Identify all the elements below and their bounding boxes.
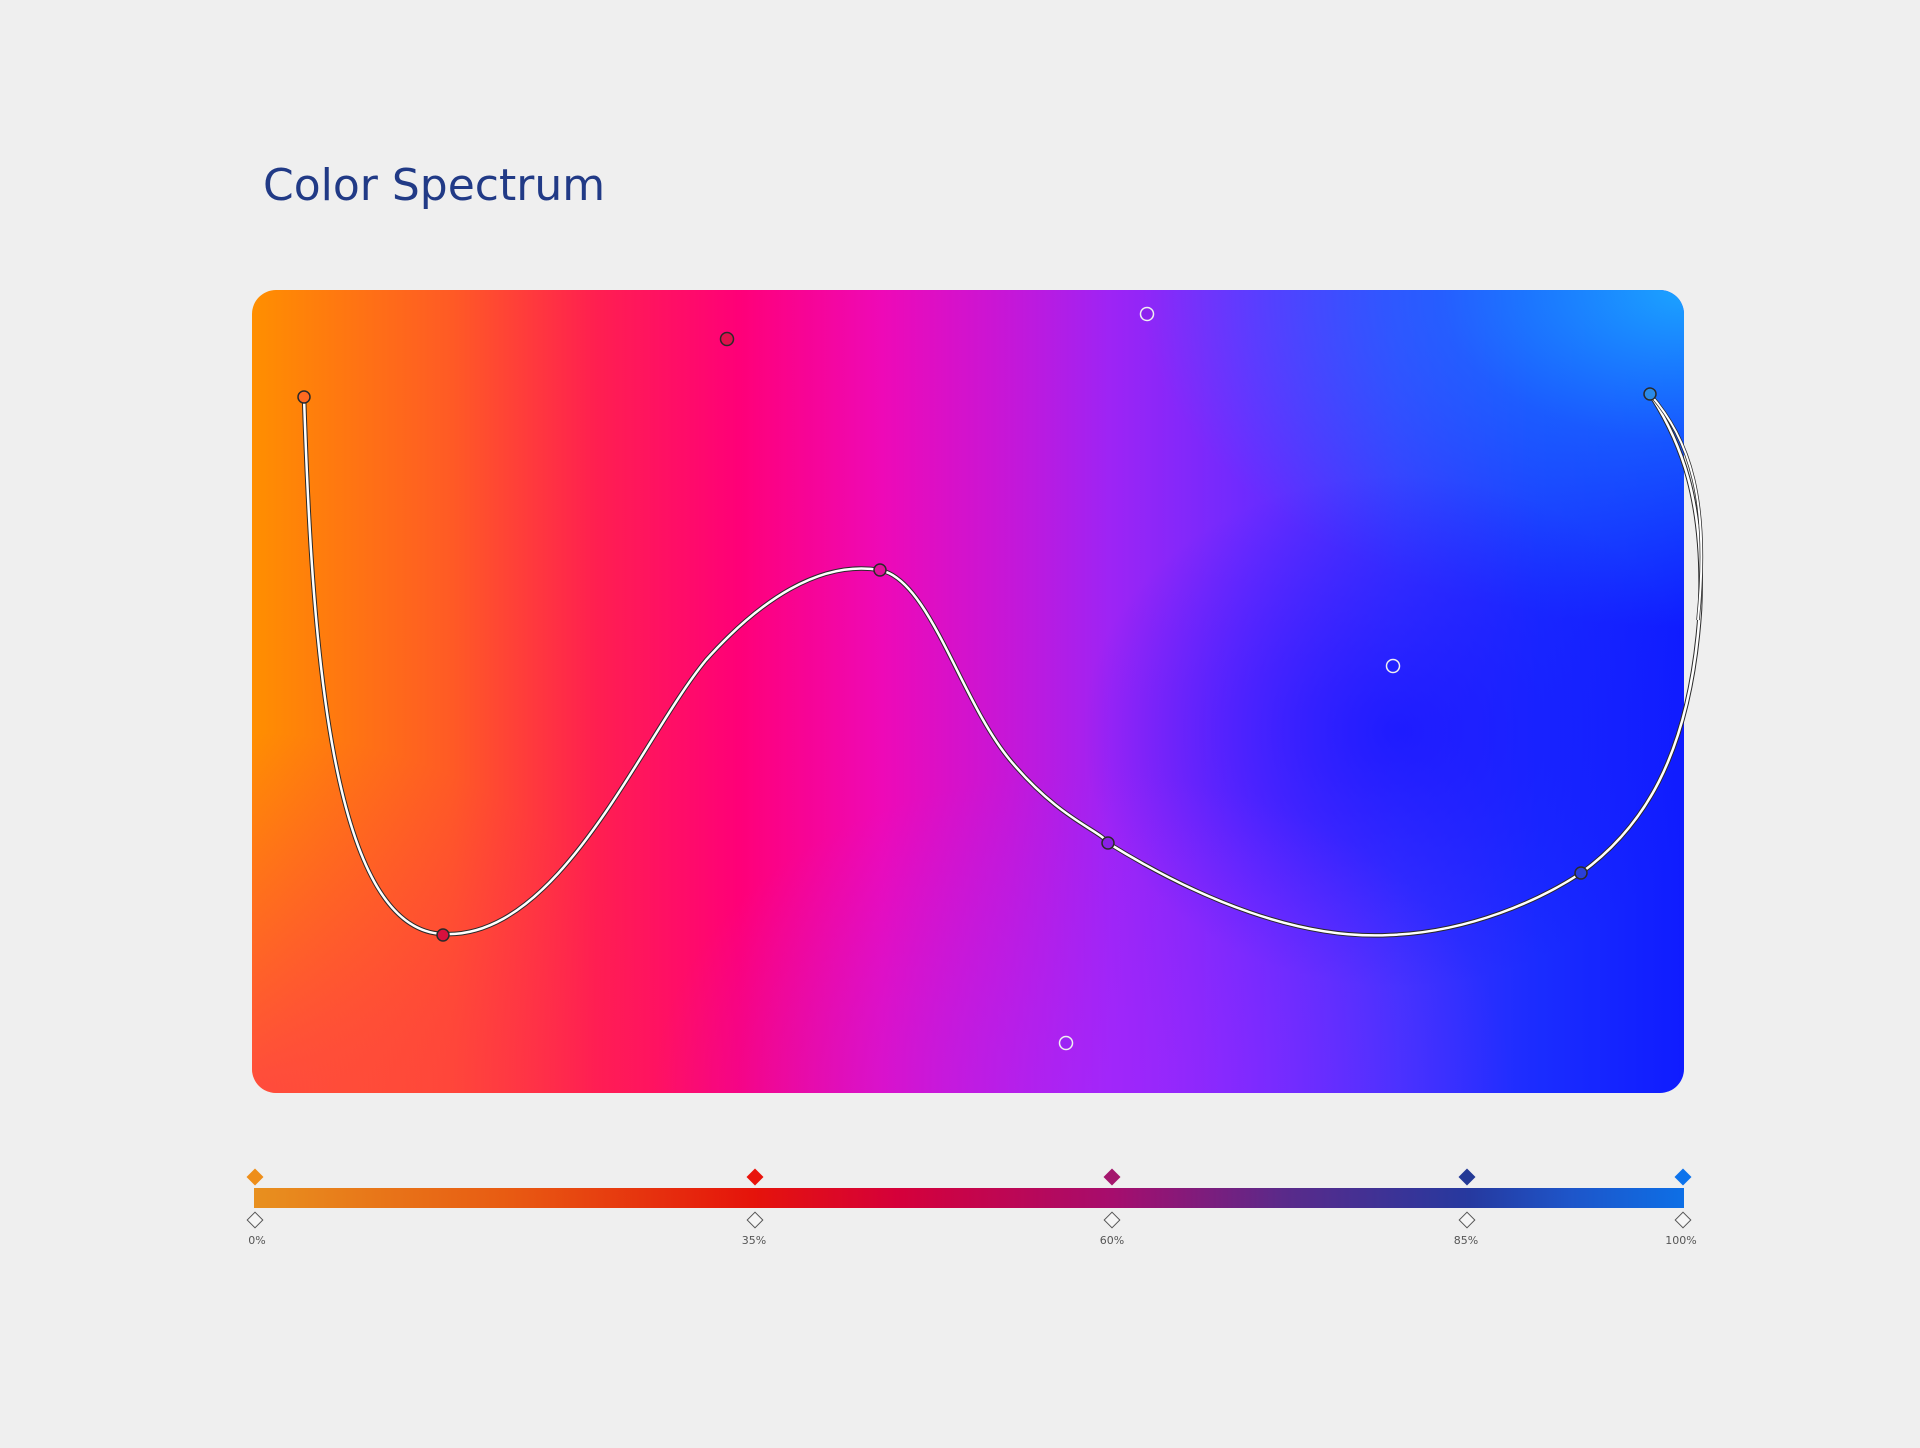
page-title: Color Spectrum	[263, 160, 606, 211]
control-point[interactable]	[719, 331, 735, 347]
stop-label: 35%	[741, 1234, 767, 1247]
anchor-point[interactable]	[1643, 387, 1657, 401]
control-point[interactable]	[1139, 306, 1155, 322]
stop-label: 60%	[1099, 1234, 1125, 1247]
anchor-point[interactable]	[436, 928, 450, 942]
anchor-point[interactable]	[1574, 866, 1588, 880]
gradient-bar[interactable]	[254, 1188, 1684, 1208]
stop-label: 100%	[1665, 1234, 1697, 1247]
control-point[interactable]	[1385, 658, 1401, 674]
stop-label: 0%	[248, 1234, 266, 1247]
anchor-point[interactable]	[873, 563, 887, 577]
anchor-point[interactable]	[297, 390, 311, 404]
anchor-point[interactable]	[1101, 836, 1115, 850]
bezier-curve[interactable]	[301, 391, 1704, 938]
stop-label: 85%	[1453, 1234, 1479, 1247]
control-point[interactable]	[1058, 1035, 1074, 1051]
